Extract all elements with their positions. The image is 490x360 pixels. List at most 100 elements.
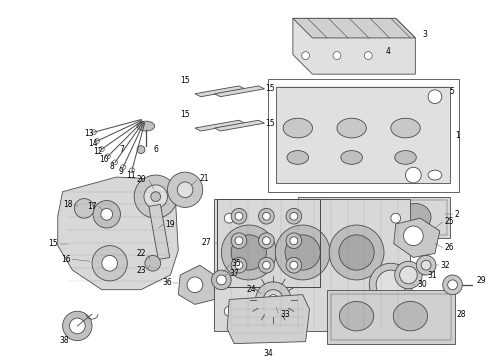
Circle shape [113, 160, 118, 165]
Bar [331, 294, 451, 340]
Text: 25: 25 [445, 217, 454, 226]
Bar [327, 290, 455, 343]
Circle shape [231, 235, 267, 270]
Circle shape [428, 90, 442, 104]
Text: 27: 27 [202, 238, 212, 247]
Circle shape [329, 225, 384, 280]
Circle shape [404, 226, 423, 246]
Circle shape [212, 270, 231, 290]
Circle shape [145, 255, 161, 271]
Text: 36: 36 [163, 278, 172, 287]
Circle shape [416, 255, 436, 275]
Circle shape [333, 51, 341, 59]
Text: 26: 26 [445, 243, 454, 252]
Circle shape [395, 261, 422, 289]
Circle shape [275, 225, 330, 280]
Bar [301, 199, 447, 235]
Text: 18: 18 [63, 200, 73, 209]
Circle shape [256, 282, 291, 317]
Circle shape [391, 213, 401, 223]
Circle shape [217, 275, 226, 285]
Circle shape [286, 233, 302, 248]
Circle shape [224, 306, 234, 316]
Circle shape [70, 318, 85, 334]
Bar [298, 197, 450, 238]
Ellipse shape [340, 301, 374, 331]
Circle shape [302, 51, 310, 59]
Circle shape [99, 147, 104, 152]
Circle shape [224, 213, 234, 223]
Circle shape [369, 263, 413, 306]
Ellipse shape [283, 118, 313, 138]
Circle shape [93, 201, 121, 228]
Text: 28: 28 [457, 310, 466, 319]
Bar [215, 199, 411, 331]
Text: 34: 34 [264, 350, 273, 359]
Text: 2: 2 [455, 210, 459, 219]
Text: 35: 35 [231, 259, 241, 268]
Text: 15: 15 [180, 76, 190, 85]
Polygon shape [227, 294, 310, 343]
Text: 17: 17 [87, 202, 97, 211]
Circle shape [264, 290, 283, 309]
Ellipse shape [137, 121, 155, 131]
Text: 15: 15 [266, 119, 275, 128]
Text: 24: 24 [246, 285, 256, 294]
Circle shape [102, 255, 118, 271]
Circle shape [259, 257, 274, 273]
Circle shape [187, 277, 203, 293]
Circle shape [365, 51, 372, 59]
Text: 22: 22 [136, 249, 146, 258]
Text: 11: 11 [126, 171, 135, 180]
Text: 12: 12 [93, 148, 102, 157]
Circle shape [235, 261, 243, 269]
Text: 7: 7 [120, 145, 124, 154]
Circle shape [263, 261, 270, 269]
Circle shape [95, 139, 99, 144]
Polygon shape [394, 218, 440, 257]
Text: 15: 15 [180, 110, 190, 119]
Text: 38: 38 [60, 336, 70, 345]
Text: 5: 5 [450, 87, 455, 96]
Circle shape [101, 208, 113, 220]
Circle shape [231, 233, 247, 248]
Ellipse shape [391, 118, 420, 138]
Text: 16: 16 [61, 255, 71, 264]
Text: 19: 19 [166, 220, 175, 229]
Ellipse shape [287, 150, 309, 164]
Circle shape [263, 212, 270, 220]
Polygon shape [195, 86, 245, 97]
Text: 6: 6 [154, 145, 159, 154]
Circle shape [269, 294, 278, 305]
Polygon shape [58, 177, 178, 290]
Circle shape [391, 306, 401, 316]
Circle shape [290, 212, 298, 220]
Ellipse shape [312, 203, 343, 231]
Text: 30: 30 [417, 280, 427, 289]
Bar [269, 79, 460, 192]
Text: 23: 23 [136, 266, 146, 275]
Circle shape [168, 172, 203, 207]
Circle shape [400, 266, 417, 284]
Polygon shape [293, 18, 416, 74]
Ellipse shape [428, 170, 442, 180]
Circle shape [259, 233, 274, 248]
Ellipse shape [400, 203, 431, 231]
Circle shape [105, 154, 110, 159]
Text: 33: 33 [280, 310, 290, 319]
Circle shape [92, 246, 127, 281]
Circle shape [121, 165, 125, 170]
Ellipse shape [341, 150, 363, 164]
Polygon shape [178, 265, 215, 305]
Circle shape [339, 235, 374, 270]
Circle shape [286, 208, 302, 224]
Circle shape [177, 182, 193, 198]
Text: 10: 10 [99, 155, 109, 164]
Circle shape [376, 270, 406, 300]
Text: 20: 20 [136, 175, 146, 184]
Bar [149, 204, 170, 260]
Text: 37: 37 [229, 269, 239, 278]
Circle shape [235, 237, 243, 245]
Circle shape [151, 192, 161, 202]
Text: 13: 13 [84, 129, 94, 138]
